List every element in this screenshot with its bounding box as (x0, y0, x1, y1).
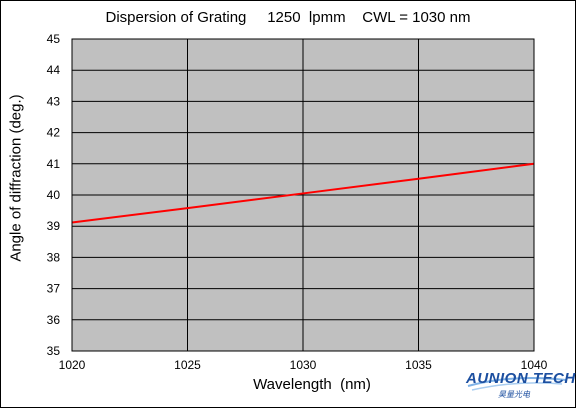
y-tick-label: 40 (47, 188, 61, 202)
x-tick-label: 1025 (174, 358, 201, 372)
y-tick-label: 45 (47, 32, 61, 46)
y-tick-label: 35 (47, 344, 61, 358)
series-group (71, 162, 535, 224)
x-tick-label: 1020 (59, 358, 86, 372)
y-tick-label: 41 (47, 157, 61, 171)
logo-subtext: 昊量光电 (498, 390, 530, 399)
y-tick-label: 43 (47, 94, 61, 108)
y-tick-label: 44 (47, 63, 61, 77)
series-line (71, 162, 535, 224)
x-tick-label: 1030 (290, 358, 317, 372)
y-tick-label: 36 (47, 313, 61, 327)
y-tick-label: 37 (47, 282, 61, 296)
logo-swoosh-icon (467, 377, 567, 391)
y-tick-label: 38 (47, 250, 61, 264)
x-tick-label: 1035 (405, 358, 432, 372)
y-tick-label: 42 (47, 126, 61, 140)
chart-title: Dispersion of Grating 1250 lpmm CWL = 10… (105, 9, 471, 26)
y-tick-labels: 35 36 37 38 39 40 41 42 43 44 45 (47, 32, 61, 358)
x-tick-labels: 1020 1025 1030 1035 1040 (59, 358, 548, 372)
company-logo: AUNION TECH 昊量光电 (462, 366, 575, 404)
logo-text: AUNION TECH (466, 370, 576, 387)
x-tick-label: 1040 (521, 358, 548, 372)
x-axis-label: Wavelength (nm) (253, 376, 371, 393)
plot-border (71, 38, 535, 352)
y-tick-label: 39 (47, 219, 61, 233)
